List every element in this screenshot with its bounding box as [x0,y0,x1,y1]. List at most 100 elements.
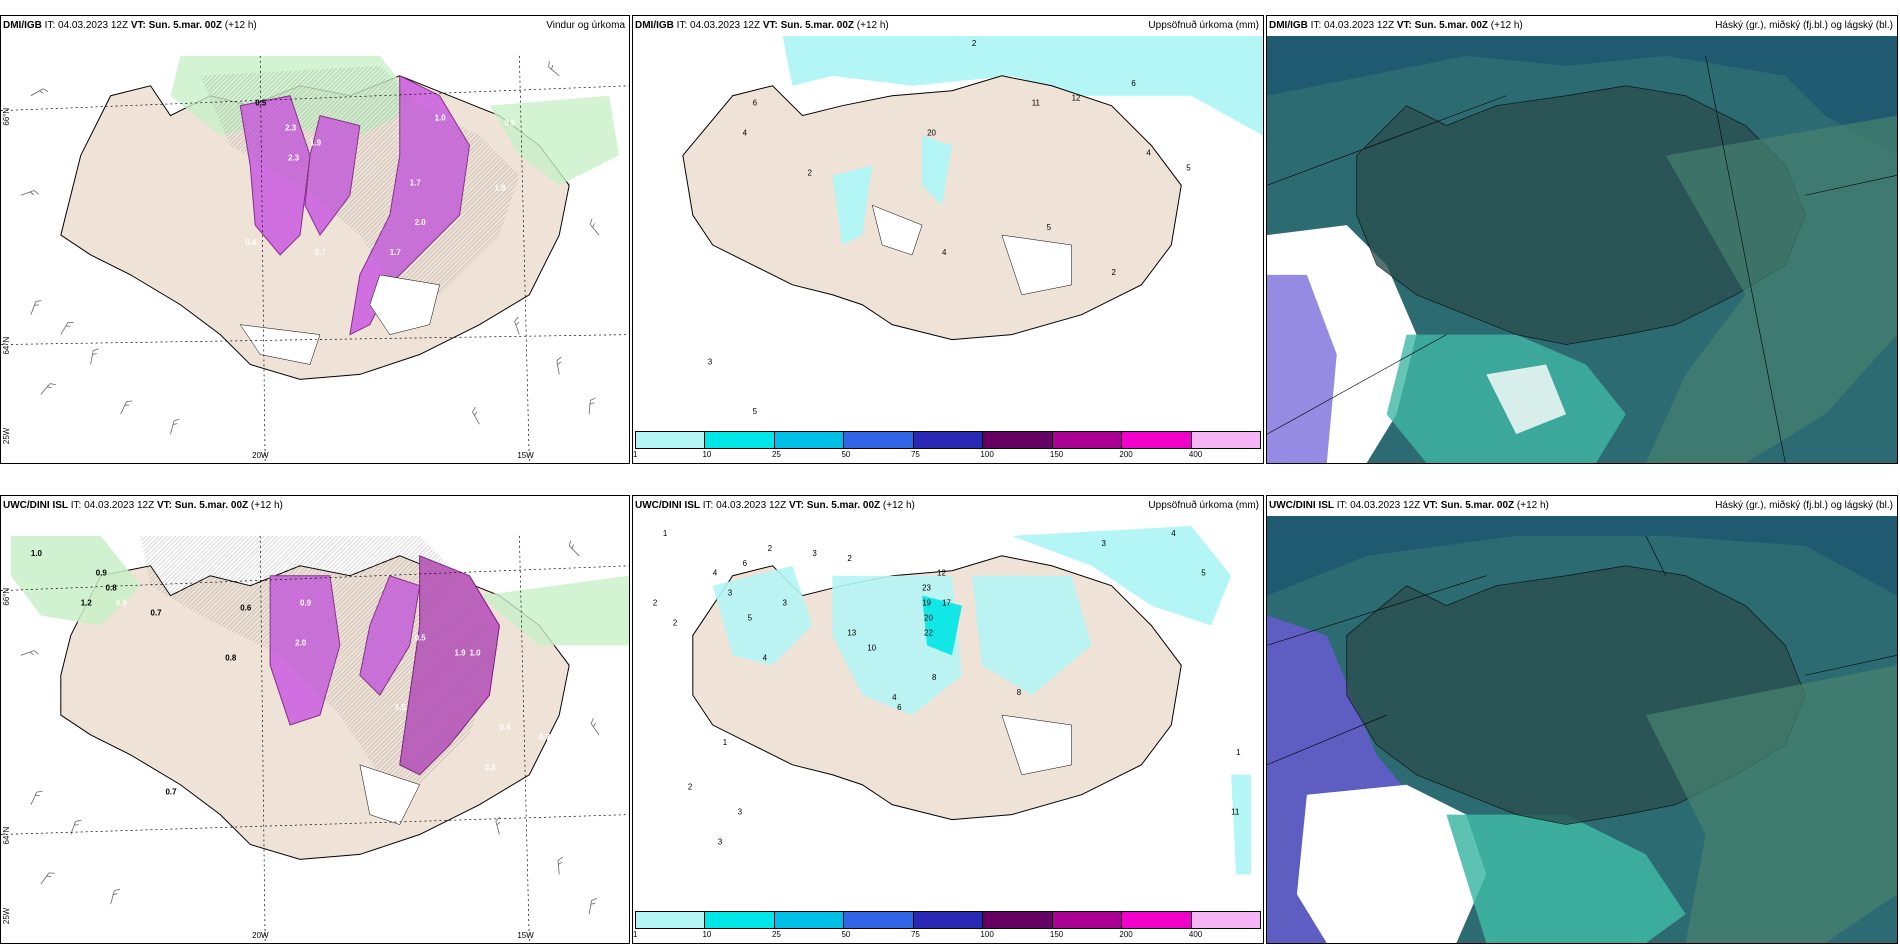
legend-swatch [983,432,1053,448]
legend-tick: 10 [702,930,712,939]
legend-tick: 50 [841,930,851,939]
precip-value: 0.5 [255,99,267,108]
legend-swatch [913,912,984,928]
legend-tick: 100 [980,930,994,939]
it-value: 04.03.2023 12Z [716,500,787,511]
model-name: UWC/DINI ISL [635,500,700,511]
precip-value: 8 [932,673,937,682]
precip-value: 19 [922,599,931,608]
precip-value: 1.7 [390,248,402,257]
precip-value: 20 [927,129,936,138]
it-value: 04.03.2023 12Z [1350,500,1421,511]
precip-value: 4 [942,248,947,257]
legend-tick: 400 [1188,450,1203,459]
wind-precip-map: 1.0 0.9 0.8 0.9 0.7 1.2 0.6 0.8 0.9 2.0 … [1,516,629,943]
panel-wind-precip-dmi: DMI/IGB IT: 04.03.2023 12Z VT: Sun. 5.ma… [0,15,630,464]
precip-value: 1.2 [81,599,93,608]
vt-label: VT: [156,500,172,511]
lon-label-20w: 20W [252,451,269,460]
precip-value: 3 [728,589,733,598]
precip-legend: 1 10 25 50 75 100 150 200 400 [633,911,1261,941]
precip-value: 1.5 [395,703,407,712]
legend-swatch [1052,912,1123,928]
legend-swatch [636,912,706,928]
accum-precip-map: 2 6 4 2 20 11 12 6 4 5 5 4 2 3 5 [633,36,1263,463]
lon-label-15w: 15W [517,931,534,940]
vt-label: VT: [1422,500,1438,511]
lon-label-20w: 20W [252,931,269,940]
legend-tick: 75 [910,450,920,459]
precip-value: 0.8 [106,584,118,593]
legend-swatch [1191,912,1260,928]
precip-legend: 1 10 25 50 75 100 150 200 400 [633,431,1261,461]
it-value: 04.03.2023 12Z [84,500,155,511]
lat-label-64: 64°N [2,336,11,354]
precip-value: 1.9 [494,183,506,192]
legend-swatch [774,432,845,448]
vt-value: Sun. 5.mar. 00Z [780,20,855,31]
precip-value: 1 [663,529,668,538]
precip-value: 2 [1111,268,1116,277]
lead-time: (+12 h) [250,500,283,511]
lon-label-15w: 15W [517,451,534,460]
precip-value: 3 [1102,539,1107,548]
precip-value: 17 [942,599,951,608]
legend-tick: 1 [633,450,638,459]
product-title: Háský (gr.), miðský (fj.bl.) og lágský (… [1715,20,1893,31]
precip-value: 2.0 [295,638,307,647]
precip-value: 1 [1236,748,1241,757]
map-area: 0.5 2.3 1.9 2.0 1.0 1.7 0.8 1.9 0.4 0.7 … [1,36,629,463]
panel-header: UWC/DINI ISL IT: 04.03.2023 12Z VT: Sun.… [633,496,1263,516]
precip-value: 3 [783,599,788,608]
lat-label-66: 66°N [2,588,11,606]
legend-swatch [844,432,914,448]
panel-header: DMI/IGB IT: 04.03.2023 12Z VT: Sun. 5.ma… [1267,16,1897,36]
precip-value: 2 [688,783,693,792]
precip-value: 4 [1171,529,1176,538]
precip-value: 0.9 [96,569,108,578]
legend-tick: 200 [1119,450,1133,459]
legend-swatch [705,912,775,928]
precip-value: 3 [738,808,743,817]
precip-values: 2 6 4 2 20 11 12 6 4 5 5 4 2 3 5 [708,39,1191,416]
precip-value: 5 [748,614,753,623]
lead-time: (+12 h) [1490,20,1523,31]
precip-value: 2 [653,599,658,608]
it-value: 04.03.2023 12Z [1324,20,1395,31]
precip-value: 5 [753,407,758,416]
precip-value: 4 [713,569,718,578]
product-title: Uppsöfnuð úrkoma (mm) [1148,20,1259,31]
precip-value: 1.7 [410,178,422,187]
panel-header: DMI/IGB IT: 04.03.2023 12Z VT: Sun. 5.ma… [1,16,629,36]
precip-value: 0.3 [484,763,496,772]
legend-swatch [1191,432,1260,448]
legend-tick: 100 [980,450,994,459]
vt-value: Sun. 5.mar. 00Z [148,20,223,31]
precip-value: 5 [1186,163,1191,172]
precip-value: 1.0 [31,549,43,558]
legend-swatch [705,432,775,448]
legend-swatch [913,432,984,448]
precip-value: 13 [847,628,856,637]
map-area [1267,36,1897,463]
precip-value: 5 [1201,569,1206,578]
legend-tick: 50 [841,450,851,459]
lead-time: (+12 h) [1516,500,1549,511]
precip-value: 0.9 [300,599,312,608]
legend-swatch [1122,912,1192,928]
lead-time: (+12 h) [882,500,915,511]
precip-value: 2 [847,554,852,563]
vt-value: Sun. 5.mar. 00Z [806,500,881,511]
precip-value: 0.6 [240,604,252,613]
it-value: 04.03.2023 12Z [58,20,129,31]
panel-accum-precip-dmi: DMI/IGB IT: 04.03.2023 12Z VT: Sun. 5.ma… [632,15,1264,464]
precip-value: 0.8 [504,119,516,128]
precip-value: 0.8 [225,653,237,662]
map-area: 2 6 4 2 20 11 12 6 4 5 5 4 2 3 5 [633,36,1263,463]
precip-value: 4 [892,693,897,702]
panel-wind-precip-uwc: UWC/DINI ISL IT: 04.03.2023 12Z VT: Sun.… [0,495,630,944]
product-title: Háský (gr.), miðský (fj.bl.) og lágský (… [1715,500,1893,511]
legend-tick: 25 [771,930,781,939]
map-area [1267,516,1897,943]
vt-label: VT: [1396,20,1412,31]
